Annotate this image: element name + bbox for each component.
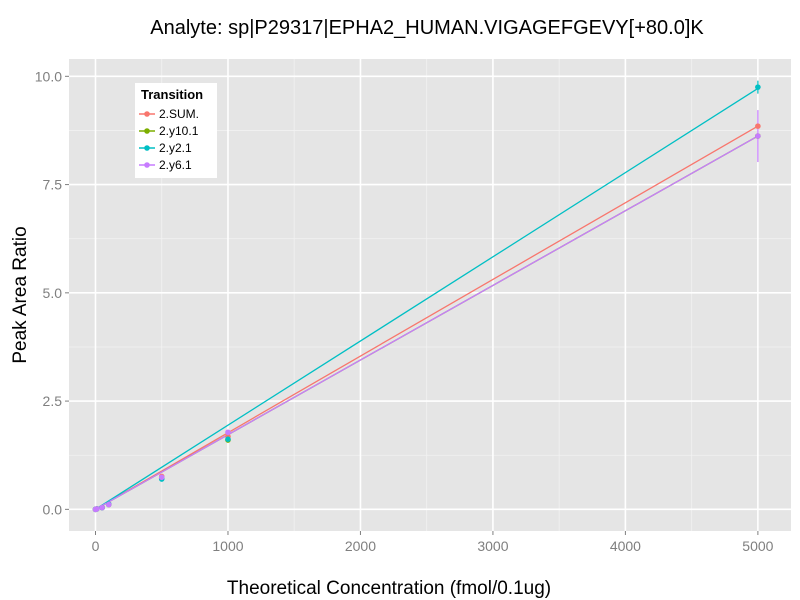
- data-point: [158, 474, 165, 481]
- fit-line: [95, 87, 759, 510]
- data-point: [94, 506, 100, 512]
- legend-label: 2.y10.1: [159, 124, 199, 138]
- x-tick-label: 4000: [610, 538, 641, 554]
- y-tick-label: 10.0: [35, 68, 62, 84]
- fit-line: [95, 135, 759, 510]
- legend-label: 2.y2.1: [159, 141, 192, 155]
- data-point: [755, 133, 761, 139]
- legend: Transition 2.SUM. 2.y10.1 2.y2.1 2.y6.1: [135, 83, 217, 178]
- data-point: [755, 123, 761, 129]
- data-point: [225, 436, 231, 442]
- legend-key-point: [144, 111, 150, 117]
- legend-item: 2.y2.1: [139, 141, 192, 155]
- x-tick-label: 1000: [212, 538, 243, 554]
- x-tick-label: 2000: [345, 538, 376, 554]
- fit-line: [95, 125, 759, 510]
- data-point: [99, 504, 105, 511]
- legend-title: Transition: [141, 87, 203, 102]
- y-tick-label: 5.0: [43, 285, 63, 301]
- legend-item: 2.y10.1: [139, 124, 199, 138]
- y-tick-label: 7.5: [43, 177, 63, 193]
- data-point: [105, 501, 112, 508]
- x-tick-label: 0: [92, 538, 100, 554]
- y-axis-title: Peak Area Ratio: [10, 226, 31, 363]
- legend-item: 2.y6.1: [139, 158, 192, 172]
- x-axis-title: Theoretical Concentration (fmol/0.1ug): [227, 578, 551, 599]
- data-point: [225, 429, 231, 436]
- legend-item: 2.SUM.: [139, 107, 199, 121]
- x-axis-ticks: 0 1000 2000 3000 4000 5000: [92, 531, 774, 554]
- legend-label: 2.y6.1: [159, 158, 192, 172]
- x-tick-label: 5000: [742, 538, 773, 554]
- y-tick-label: 0.0: [43, 501, 63, 517]
- legend-items: 2.SUM. 2.y10.1 2.y2.1 2.y6.1: [139, 107, 199, 172]
- data-point: [755, 84, 761, 90]
- legend-label: 2.SUM.: [159, 107, 199, 121]
- legend-key-point: [144, 145, 150, 151]
- legend-key-point: [144, 162, 150, 168]
- x-tick-label: 3000: [477, 538, 508, 554]
- chart-title: Analyte: sp|P29317|EPHA2_HUMAN.VIGAGEFGE…: [150, 17, 704, 39]
- y-axis-ticks: 0.0 2.5 5.0 7.5 10.0: [35, 68, 69, 517]
- data-points: [92, 84, 761, 513]
- y-tick-label: 2.5: [43, 393, 63, 409]
- legend-key-point: [144, 128, 150, 134]
- fit-lines: [95, 87, 759, 510]
